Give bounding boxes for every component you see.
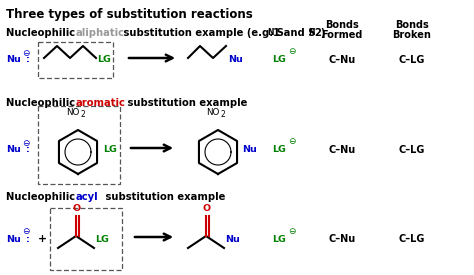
Text: ⊖: ⊖	[22, 227, 29, 236]
Text: Formed: Formed	[321, 30, 363, 40]
Text: Nucleophilic: Nucleophilic	[6, 28, 79, 38]
Text: :: :	[26, 56, 30, 65]
Text: Nu: Nu	[242, 145, 257, 155]
Text: LG: LG	[272, 56, 286, 65]
Text: O: O	[73, 204, 81, 213]
Text: LG: LG	[103, 145, 117, 155]
Text: Three types of substitution reactions: Three types of substitution reactions	[6, 8, 253, 21]
Bar	[50, 208, 122, 270]
Text: LG: LG	[97, 56, 111, 65]
Text: substitution example: substitution example	[102, 192, 225, 202]
Text: Bonds: Bonds	[325, 20, 359, 30]
Text: LG: LG	[95, 235, 109, 243]
Text: Nucleophilic: Nucleophilic	[6, 98, 79, 108]
Text: O: O	[203, 204, 211, 213]
Text: C–Nu: C–Nu	[328, 145, 356, 155]
Text: Nu: Nu	[6, 235, 21, 243]
Text: Nu: Nu	[225, 235, 240, 243]
Text: Nu: Nu	[6, 56, 21, 65]
Text: NO: NO	[66, 108, 79, 117]
Bar	[38, 42, 113, 78]
Text: substitution example: substitution example	[124, 98, 247, 108]
Bar	[38, 106, 120, 184]
Text: Nucleophilic: Nucleophilic	[6, 192, 79, 202]
Text: C–LG: C–LG	[399, 234, 425, 244]
Text: aromatic: aromatic	[76, 98, 126, 108]
Text: ⊖: ⊖	[288, 227, 295, 235]
Text: +: +	[38, 234, 47, 244]
Text: LG: LG	[272, 235, 286, 243]
Text: C–LG: C–LG	[399, 145, 425, 155]
Text: N: N	[267, 28, 273, 37]
Text: C–Nu: C–Nu	[328, 55, 356, 65]
Text: ⊖: ⊖	[22, 139, 29, 147]
Text: Broken: Broken	[392, 30, 431, 40]
Text: C–Nu: C–Nu	[328, 234, 356, 244]
Text: Nu: Nu	[6, 145, 21, 155]
Text: Bonds: Bonds	[395, 20, 429, 30]
Text: ⊖: ⊖	[22, 48, 29, 57]
Text: C–LG: C–LG	[399, 55, 425, 65]
Text: :: :	[26, 235, 30, 243]
Text: NO: NO	[206, 108, 219, 117]
Text: 2: 2	[81, 110, 86, 119]
Text: substitution example (e.g. S: substitution example (e.g. S	[120, 28, 284, 38]
Text: acyl: acyl	[76, 192, 99, 202]
Text: 1 and S: 1 and S	[273, 28, 316, 38]
Text: aliphatic: aliphatic	[76, 28, 125, 38]
Text: N: N	[308, 28, 315, 37]
Text: 2): 2)	[314, 28, 325, 38]
Text: 2: 2	[221, 110, 226, 119]
Text: :: :	[26, 145, 30, 155]
Text: ⊖: ⊖	[288, 138, 295, 147]
Text: Nu: Nu	[228, 56, 243, 65]
Text: ⊖: ⊖	[288, 48, 295, 56]
Text: LG: LG	[272, 145, 286, 155]
